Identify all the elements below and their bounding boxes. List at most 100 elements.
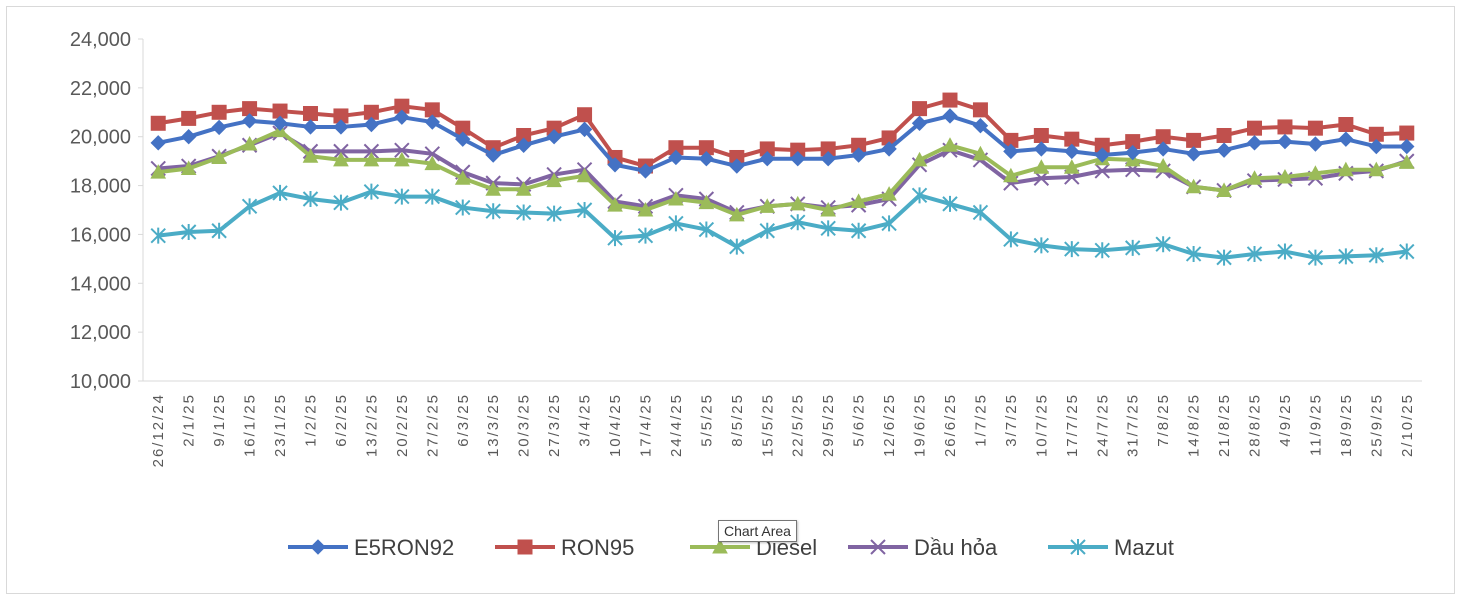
data-point — [1277, 133, 1293, 150]
data-point — [455, 199, 471, 216]
data-point — [363, 183, 380, 200]
data-point — [1246, 245, 1263, 262]
data-point — [820, 220, 836, 237]
data-point — [698, 150, 715, 167]
data-point — [1094, 242, 1110, 259]
data-point — [912, 101, 928, 117]
data-point — [1338, 117, 1354, 132]
x-tick-label: 28/8/25 — [1247, 393, 1264, 457]
data-point — [211, 104, 227, 120]
data-point — [607, 157, 623, 173]
data-point — [1185, 245, 1202, 262]
data-point — [1124, 144, 1141, 161]
data-point — [850, 147, 867, 163]
x-tick-label: 19/6/25 — [912, 393, 929, 457]
legend-item: RON95 — [495, 535, 634, 560]
data-point — [668, 215, 684, 232]
data-point — [302, 191, 319, 208]
x-tick-label: 7/8/25 — [1155, 393, 1172, 447]
x-tick-label: 10/4/25 — [607, 393, 624, 457]
data-point — [759, 222, 775, 239]
series-mazut — [150, 183, 1415, 266]
data-point — [1033, 141, 1050, 157]
x-tick-label: 17/4/25 — [637, 393, 654, 457]
data-point — [394, 151, 410, 167]
series-diesel — [150, 122, 1415, 222]
x-tick-label: 3/4/25 — [577, 393, 594, 447]
data-point — [1307, 136, 1324, 152]
data-point — [150, 115, 166, 131]
x-tick-label: 31/7/25 — [1125, 393, 1142, 457]
y-tick-label: 10,000 — [70, 371, 131, 393]
y-tick-label: 16,000 — [70, 224, 131, 246]
series-line — [157, 128, 1408, 217]
x-tick-label: 25/9/25 — [1368, 393, 1385, 457]
data-point — [911, 187, 928, 204]
data-point — [607, 197, 623, 212]
data-point — [911, 115, 928, 131]
data-point — [1277, 168, 1293, 184]
data-point — [241, 198, 258, 215]
x-axis: 26/12/24 2/1/25 9/1/25 16/1/25 23/1/25 1/2/25… — [143, 380, 1422, 467]
x-tick-label: 2/10/25 — [1399, 393, 1416, 457]
data-point — [181, 110, 197, 126]
data-point — [1064, 241, 1080, 258]
data-point — [728, 206, 745, 222]
data-point — [150, 164, 167, 179]
chart-border — [6, 6, 1455, 594]
data-point — [1033, 127, 1049, 143]
x-tick-label: 27/2/25 — [424, 393, 441, 457]
data-point — [211, 222, 227, 239]
x-tick-label: 24/4/25 — [668, 393, 685, 457]
data-point — [1070, 539, 1086, 555]
x-tick-label: 9/1/25 — [211, 393, 228, 447]
x-tick-label: 5/5/25 — [698, 393, 715, 447]
data-point — [911, 151, 928, 167]
x-tick-label: 22/5/25 — [790, 393, 807, 457]
data-point — [820, 201, 837, 217]
data-point — [637, 201, 654, 217]
legend-label: Mazut — [1114, 535, 1174, 560]
data-point — [1247, 120, 1263, 136]
data-point — [424, 114, 441, 130]
data-point — [211, 149, 227, 164]
data-point — [1368, 247, 1385, 264]
data-point — [668, 149, 684, 166]
y-tick-label: 20,000 — [70, 127, 131, 149]
y-tick-label: 12,000 — [70, 322, 131, 344]
data-point — [881, 186, 897, 201]
data-point — [1216, 249, 1232, 266]
x-tick-label: 3/7/25 — [1003, 393, 1020, 447]
data-point — [1338, 248, 1354, 265]
data-point — [1216, 142, 1232, 158]
data-point — [363, 116, 380, 133]
data-point — [1155, 141, 1171, 157]
x-tick-label: 6/2/25 — [333, 393, 350, 447]
data-point — [698, 221, 715, 238]
data-point — [1246, 170, 1263, 185]
data-point — [454, 170, 471, 185]
x-tick-label: 24/7/25 — [1094, 393, 1111, 457]
data-point — [1338, 131, 1354, 147]
data-point — [333, 194, 349, 211]
data-point — [272, 184, 288, 201]
data-point — [1398, 154, 1415, 169]
data-point — [546, 172, 562, 188]
legend-item: E5RON92 — [288, 535, 454, 560]
x-tick-label: 17/7/25 — [1064, 393, 1081, 457]
data-point — [1307, 120, 1323, 136]
data-point — [302, 106, 318, 122]
data-point — [1094, 147, 1110, 163]
data-point — [1399, 243, 1415, 260]
y-axis: 10,000 12,000 14,000 16,000 18,000 20,000 22,0… — [70, 29, 144, 393]
x-tick-label: 26/12/24 — [150, 393, 167, 467]
data-point — [211, 119, 227, 136]
legend-label: Dầu hỏa — [914, 535, 998, 560]
data-point — [302, 119, 319, 135]
data-point — [577, 107, 593, 123]
data-point — [394, 188, 410, 205]
y-tick-label: 22,000 — [70, 78, 131, 100]
data-point — [850, 222, 867, 239]
x-tick-label: 20/2/25 — [394, 393, 411, 457]
